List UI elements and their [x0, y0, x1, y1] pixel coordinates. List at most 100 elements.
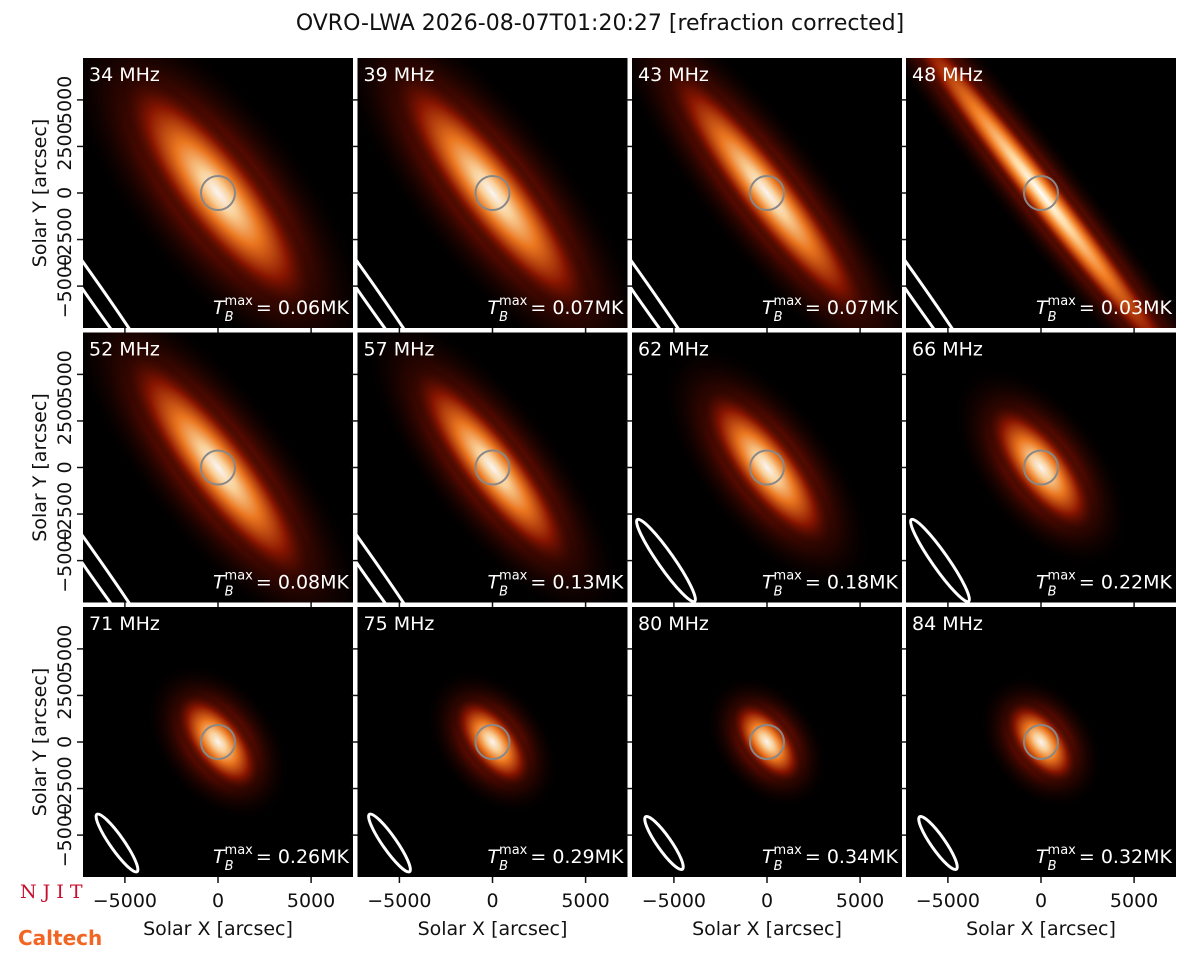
solar-disk [1023, 449, 1059, 486]
tb-symbol: T [762, 572, 775, 594]
tb-symbol: T [762, 846, 775, 868]
tb-subscript: B [225, 859, 234, 874]
panel [83, 607, 353, 877]
tb-value: = 0.34MK [805, 846, 899, 868]
solar-disk [749, 449, 785, 486]
tb-superscript: max [499, 294, 528, 309]
tb-label: TBmax = 0.18MK [762, 569, 899, 600]
emission [699, 385, 835, 550]
panel [357, 332, 628, 603]
tb-symbol: T [762, 297, 775, 319]
panel [357, 607, 628, 877]
frequency-label: 80 MHz [638, 613, 709, 635]
beam [917, 814, 959, 872]
y-tick-label: 2500 [54, 397, 76, 445]
x-axis-label: Solar X [arcsec] [966, 918, 1116, 940]
logo-njit: N J I T [20, 881, 83, 903]
x-tick-label: −5000 [916, 890, 980, 912]
emission [119, 71, 317, 315]
x-tick-label: 0 [212, 890, 224, 912]
panel [83, 332, 353, 603]
frequency-label: 43 MHz [638, 64, 709, 86]
emission [730, 699, 804, 785]
tb-subscript: B [225, 585, 234, 600]
y-tick-label: 5000 [54, 350, 76, 398]
tb-label: TBmax = 0.07MK [762, 294, 899, 325]
tb-subscript: B [1048, 585, 1057, 600]
tb-label: TBmax = 0.29MK [488, 843, 625, 874]
tb-symbol: T [213, 846, 226, 868]
tb-value: = 0.07MK [805, 297, 899, 319]
tb-subscript: B [774, 859, 783, 874]
panel [632, 58, 902, 328]
y-tick-label: −5000 [54, 254, 76, 318]
solar-disk [749, 175, 785, 211]
tb-subscript: B [1048, 310, 1057, 325]
tb-label: TBmax = 0.13MK [488, 569, 625, 600]
panel [357, 58, 628, 328]
tb-subscript: B [499, 310, 508, 325]
y-axis-label: Solar Y [arcsec] [29, 119, 51, 267]
panel [632, 332, 902, 603]
solar-disk [474, 175, 511, 211]
x-tick-label: 5000 [561, 890, 609, 912]
solar-disk [1023, 175, 1059, 211]
emission [659, 58, 875, 328]
frequency-label: 75 MHz [364, 613, 435, 635]
tb-symbol: T [1036, 572, 1049, 594]
tb-superscript: max [225, 843, 254, 858]
emission [452, 695, 533, 789]
tb-label: TBmax = 0.26MK [213, 843, 350, 874]
y-tick-label: 5000 [54, 76, 76, 124]
frequency-label: 57 MHz [364, 339, 435, 361]
beam [357, 440, 456, 603]
tb-superscript: max [225, 569, 254, 584]
y-axis-label: Solar Y [arcsec] [29, 668, 51, 816]
y-tick-label: 2500 [54, 671, 76, 719]
frequency-label: 71 MHz [89, 613, 160, 635]
tb-value: = 0.22MK [1079, 572, 1173, 594]
panel [906, 58, 1176, 328]
solar-disk [474, 449, 511, 486]
frequency-label: 34 MHz [89, 64, 160, 86]
tb-symbol: T [488, 846, 501, 868]
tb-subscript: B [774, 310, 783, 325]
solar-disk [200, 724, 236, 760]
frequency-label: 39 MHz [364, 64, 435, 86]
tb-value: = 0.32MK [1079, 846, 1173, 868]
tb-value: = 0.26MK [256, 846, 350, 868]
tb-symbol: T [1036, 846, 1049, 868]
tb-superscript: max [1048, 294, 1077, 309]
beam [94, 812, 140, 874]
y-tick-label: −2500 [54, 756, 76, 820]
tb-subscript: B [225, 310, 234, 325]
tb-superscript: max [1048, 843, 1077, 858]
y-axis-label: Solar Y [arcsec] [29, 393, 51, 541]
y-tick-label: 0 [54, 736, 76, 748]
beam [643, 814, 685, 872]
tb-value: = 0.06MK [256, 297, 350, 319]
x-axis-label: Solar X [arcsec] [143, 918, 293, 940]
frequency-label: 66 MHz [912, 339, 983, 361]
tb-value: = 0.08MK [256, 572, 350, 594]
tb-value: = 0.07MK [530, 297, 624, 319]
tb-value: = 0.29MK [530, 846, 624, 868]
y-tick-label: −5000 [54, 803, 76, 867]
x-tick-label: −5000 [642, 890, 706, 912]
beam [909, 517, 971, 603]
beam [906, 165, 1004, 328]
tb-label: TBmax = 0.07MK [488, 294, 625, 325]
y-tick-label: 5000 [54, 625, 76, 673]
tb-superscript: max [499, 843, 528, 858]
panel [906, 332, 1176, 603]
beam [357, 165, 456, 328]
tb-superscript: max [1048, 569, 1077, 584]
tb-value: = 0.13MK [530, 572, 624, 594]
tb-symbol: T [1036, 297, 1049, 319]
solar-disk [1023, 724, 1059, 760]
tb-superscript: max [774, 294, 803, 309]
tb-value: = 0.18MK [805, 572, 899, 594]
x-tick-label: 0 [486, 890, 498, 912]
y-tick-label: 0 [54, 461, 76, 473]
